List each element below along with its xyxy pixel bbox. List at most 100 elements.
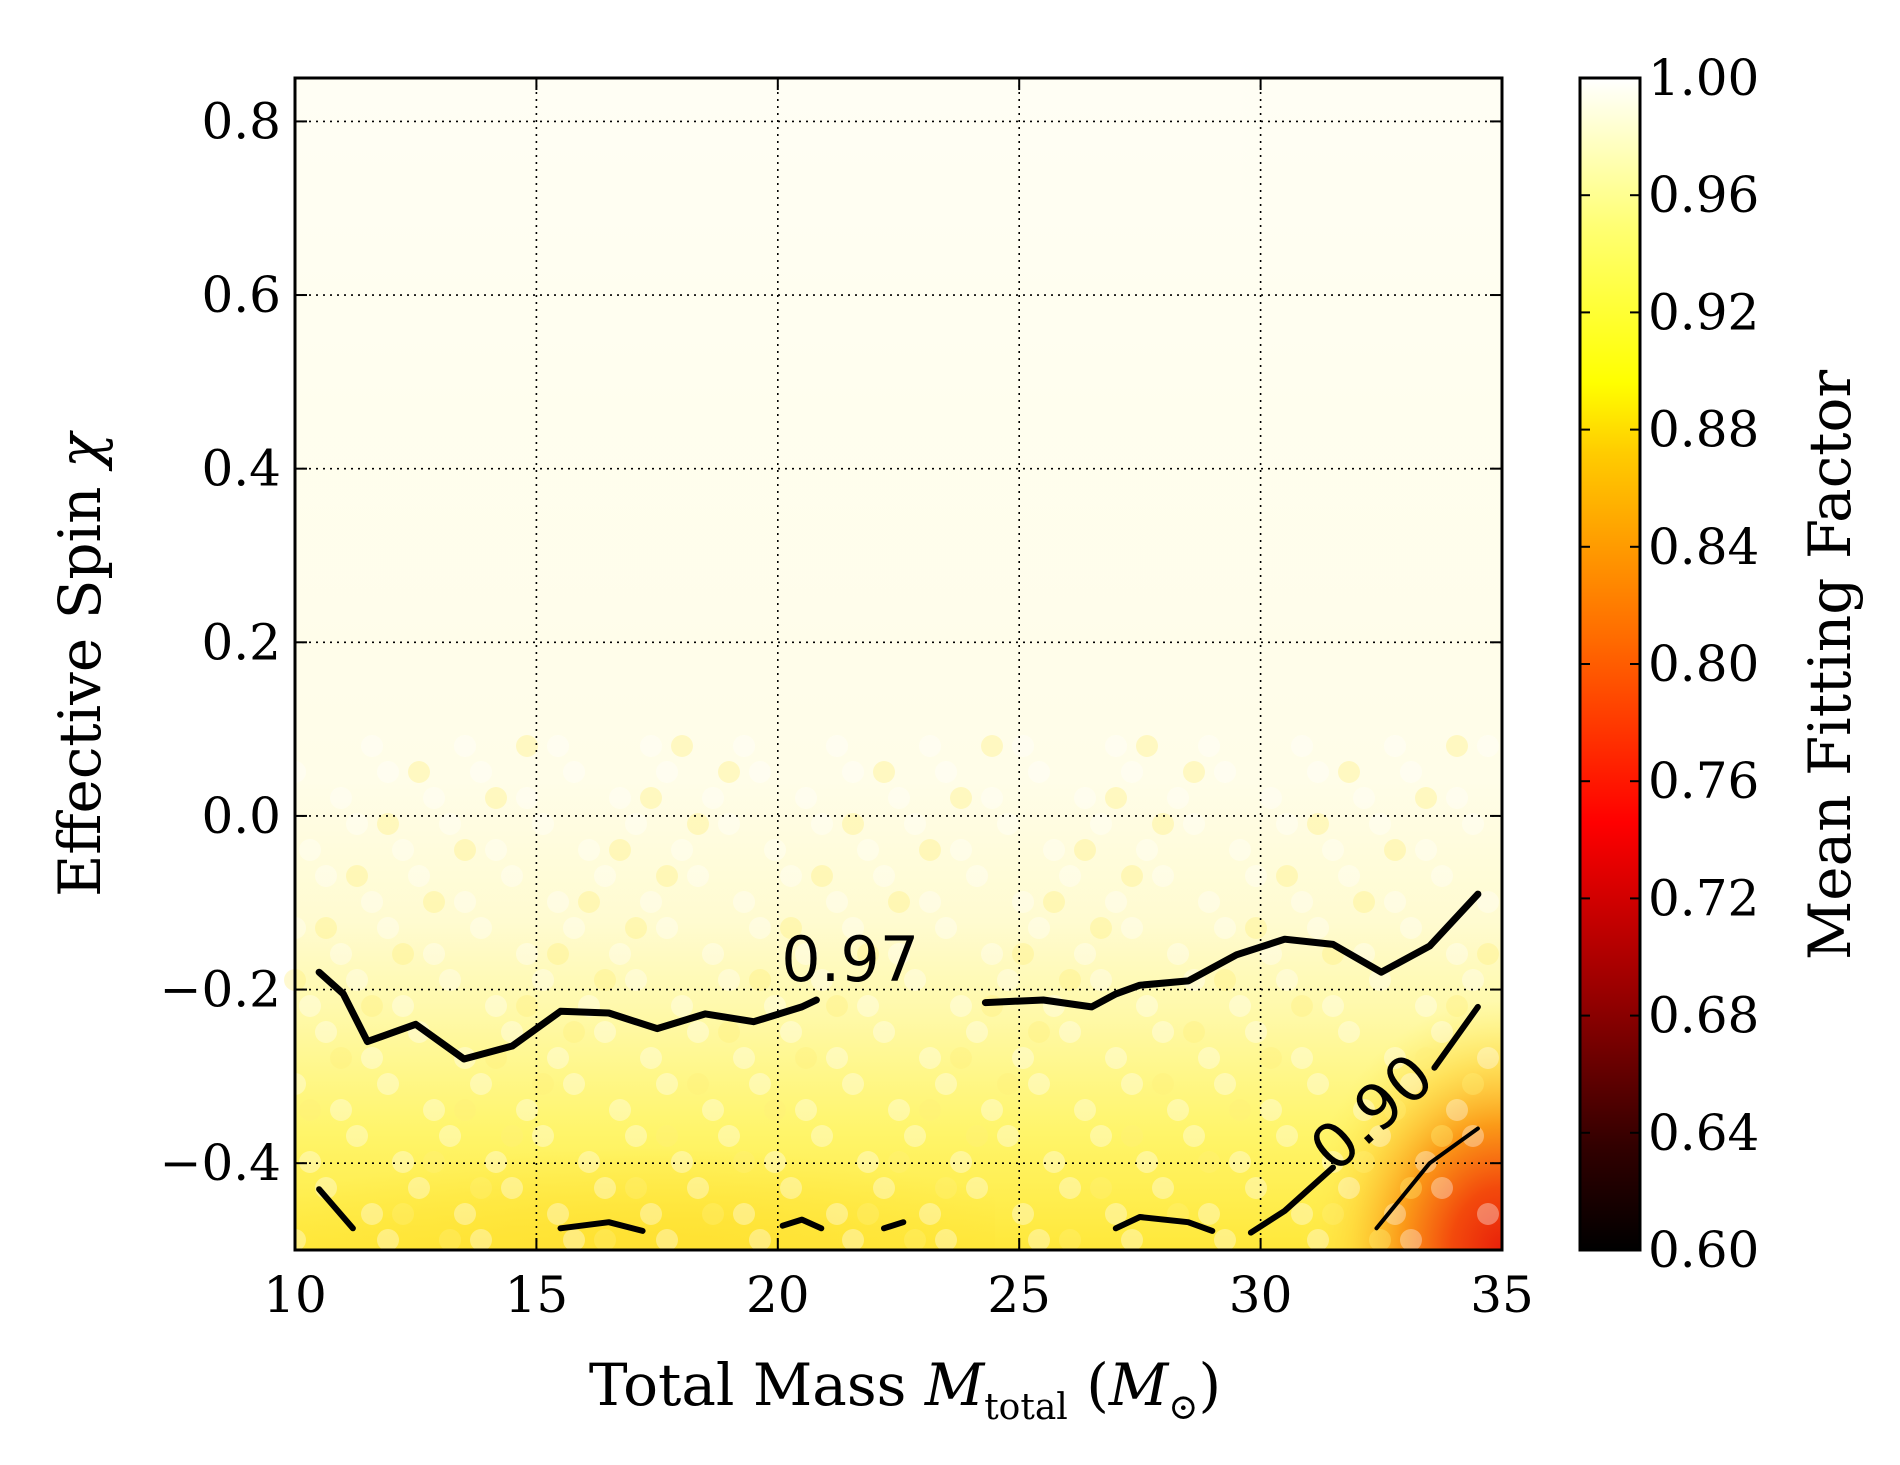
hex-cell [811,969,833,991]
hex-cell [888,787,910,809]
hex-cell [392,995,414,1017]
hex-cell [1152,1021,1174,1043]
hex-cell [470,761,492,783]
hex-cell [1229,839,1251,861]
hex-cell [935,761,957,783]
colorbar-tick-label: 0.76 [1648,752,1759,810]
hex-cell [501,1125,523,1147]
hex-cell [547,1203,569,1225]
hex-cell [377,813,399,835]
hex-cell [935,1229,957,1251]
hex-cell [966,1177,988,1199]
hex-cell [640,735,662,757]
hex-cell [439,1229,461,1251]
hex-cell [1477,1203,1499,1225]
hex-cell [997,1073,1019,1095]
y-tick-label: −0.4 [160,1134,281,1192]
hex-cell [1229,1099,1251,1121]
hex-cell [1446,735,1468,757]
x-tick-label: 25 [987,1266,1051,1324]
hex-cell [423,1151,445,1173]
hex-cell [625,917,647,939]
hex-cell [1384,1099,1406,1121]
hex-cell [532,813,554,835]
hex-cell [1090,969,1112,991]
hex-cell [1307,1073,1329,1095]
hex-cell [423,943,445,965]
hex-cell [1090,1177,1112,1199]
hex-cell [1152,1073,1174,1095]
hex-cell [873,1021,895,1043]
hex-cell [1167,787,1189,809]
hex-cell [299,839,321,861]
hex-cell [1400,1229,1422,1251]
hex-cell [671,995,693,1017]
hex-cell [1090,1125,1112,1147]
hex-cell [842,813,864,835]
hex-cell [609,943,631,965]
hex-cell [439,969,461,991]
hex-cell [702,1099,724,1121]
plot-frame [293,76,1504,1252]
hex-cell [873,761,895,783]
hex-cell [981,735,1003,757]
hex-cell [966,865,988,887]
hex-cell [795,787,817,809]
hex-cell [346,865,368,887]
hex-cell [516,735,538,757]
hex-cell [563,917,585,939]
hex-cell [1307,917,1329,939]
hex-cell [1214,1073,1236,1095]
hex-cell [764,1099,786,1121]
hex-cell [439,1125,461,1147]
hex-cell [532,1073,554,1095]
hex-cell [1105,787,1127,809]
hex-cell [532,969,554,991]
hex-cell [1043,1151,1065,1173]
hex-cell [1152,865,1174,887]
hex-cell [1369,813,1391,835]
hex-cell [547,735,569,757]
hex-cell [640,1047,662,1069]
hex-cell [625,969,647,991]
colorbar-tick-label: 0.60 [1648,1221,1759,1279]
hex-cell [1431,865,1453,887]
hex-cell [516,995,538,1017]
hex-cell [842,1229,864,1251]
hex-cell [1276,865,1298,887]
hex-cell [485,839,507,861]
hex-cell [1074,1099,1096,1121]
hex-cell [1183,1125,1205,1147]
x-axis-title: Total Mass Mtotal (M⊙) [589,1351,1221,1428]
hex-cell [609,1099,631,1121]
hex-cell [501,865,523,887]
contour-segment-0.9 [1431,1003,1481,1071]
hex-cell [485,1151,507,1173]
hex-cell [1446,995,1468,1017]
hex-cell [640,787,662,809]
hex-cell [919,1047,941,1069]
hex-cell [361,891,383,913]
x-tick-label: 35 [1470,1266,1534,1324]
hex-cell [640,891,662,913]
hex-cell [1136,839,1158,861]
hex-cell [346,813,368,835]
hex-cell [470,917,492,939]
hex-cell [1307,761,1329,783]
colorbar-tick-label: 0.68 [1648,987,1759,1045]
hex-cell [702,943,724,965]
contour-segment-0.9 [1112,1214,1216,1234]
hex-cell [888,891,910,913]
hex-cell [764,839,786,861]
hex-cell [904,813,926,835]
hex-cell [966,1021,988,1043]
hex-cell [718,1021,740,1043]
x-axis: 10 15 20 25 30 35 [263,78,1534,1324]
hex-cell [1384,1047,1406,1069]
hex-cell [888,1099,910,1121]
hex-cell [1043,839,1065,861]
hex-cell [1260,787,1282,809]
hex-cell [640,1203,662,1225]
hex-cell [919,891,941,913]
